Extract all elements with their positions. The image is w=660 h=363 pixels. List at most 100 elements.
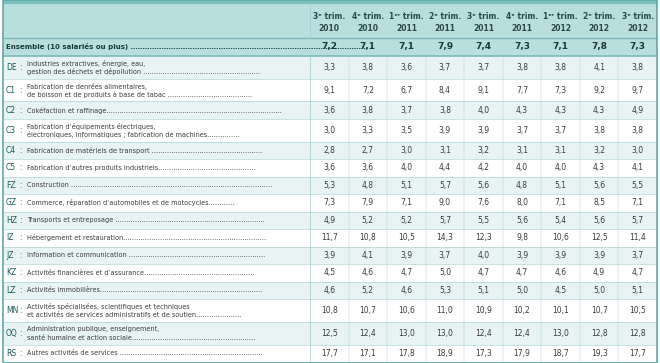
Text: 3,8: 3,8 [439, 106, 451, 115]
Bar [3, 229, 657, 246]
Text: 2011: 2011 [396, 24, 417, 33]
Text: 2010: 2010 [357, 24, 378, 33]
Text: 5,2: 5,2 [362, 286, 374, 295]
Text: 17,3: 17,3 [475, 349, 492, 358]
Text: 5,7: 5,7 [439, 181, 451, 190]
Text: 19,3: 19,3 [591, 349, 608, 358]
Text: 8,0: 8,0 [516, 199, 528, 207]
Text: 4,7: 4,7 [401, 268, 412, 277]
Text: 3,7: 3,7 [401, 106, 412, 115]
Text: :: : [19, 181, 22, 190]
Text: 5,0: 5,0 [439, 268, 451, 277]
Text: 2,7: 2,7 [362, 146, 374, 155]
Text: 11,7: 11,7 [321, 233, 338, 242]
Text: 5,2: 5,2 [362, 216, 374, 225]
Text: 4,9: 4,9 [593, 268, 605, 277]
Text: santé humaine et action sociale…………………………………………………: santé humaine et action sociale………………………… [27, 335, 255, 341]
Text: 4,3: 4,3 [516, 106, 528, 115]
Text: de boisson et de produits à base de tabac …………………………………: de boisson et de produits à base de taba… [27, 91, 252, 98]
Text: 4,8: 4,8 [516, 181, 528, 190]
Text: C1: C1 [6, 86, 16, 95]
Text: 3,9: 3,9 [439, 126, 451, 135]
Text: 4,1: 4,1 [593, 63, 605, 72]
Text: 10,7: 10,7 [591, 306, 608, 315]
Text: 2011: 2011 [473, 24, 494, 33]
Bar [3, 322, 657, 344]
Text: 4,0: 4,0 [477, 106, 490, 115]
Text: Ensemble (10 salariés ou plus) ………………………………………………………………………………………: Ensemble (10 salariés ou plus) ………………………… [6, 44, 366, 50]
Text: Cokéfaction et raffinage………………………………………………………………………: Cokéfaction et raffinage…………………………………………… [27, 107, 282, 114]
Text: 1ᵉʳ trim.: 1ᵉʳ trim. [543, 12, 578, 21]
Text: 4,7: 4,7 [516, 268, 528, 277]
Text: :: : [19, 63, 22, 72]
Text: 17,7: 17,7 [629, 349, 646, 358]
Text: 1ᵉʳ trim.: 1ᵉʳ trim. [389, 12, 424, 21]
Text: 4,3: 4,3 [554, 106, 567, 115]
Text: 10,2: 10,2 [513, 306, 531, 315]
Bar [3, 102, 657, 119]
Text: 7,3: 7,3 [630, 42, 645, 52]
Text: 3,7: 3,7 [516, 126, 528, 135]
Text: Fabrication de denrées alimentaires,: Fabrication de denrées alimentaires, [27, 83, 147, 90]
Text: 5,7: 5,7 [439, 216, 451, 225]
Text: 7,9: 7,9 [437, 42, 453, 52]
Text: 9,1: 9,1 [477, 86, 490, 95]
Text: 4,3: 4,3 [593, 106, 605, 115]
Text: 4ᵉ trim.: 4ᵉ trim. [506, 12, 538, 21]
Text: 3,7: 3,7 [477, 63, 490, 72]
Text: 7,3: 7,3 [514, 42, 530, 52]
Text: 5,6: 5,6 [516, 216, 528, 225]
Text: 7,7: 7,7 [516, 86, 528, 95]
Text: 11,4: 11,4 [630, 233, 646, 242]
Text: 5,0: 5,0 [593, 286, 605, 295]
Bar [3, 282, 657, 299]
Text: 9,1: 9,1 [323, 86, 335, 95]
Bar [3, 212, 657, 229]
Text: GZ: GZ [6, 199, 17, 207]
Text: IZ: IZ [6, 233, 13, 242]
Text: :: : [19, 146, 22, 155]
Text: 3,6: 3,6 [323, 106, 335, 115]
Text: 10,8: 10,8 [360, 233, 376, 242]
Text: 5,1: 5,1 [632, 286, 644, 295]
Text: 4,1: 4,1 [362, 251, 374, 260]
Bar [3, 246, 657, 264]
Text: 3,7: 3,7 [554, 126, 567, 135]
Text: :: : [19, 106, 22, 115]
Text: 7,3: 7,3 [323, 199, 335, 207]
Text: 3,8: 3,8 [554, 63, 567, 72]
Bar [3, 0, 657, 4]
Text: 4,0: 4,0 [516, 163, 528, 172]
Text: DE: DE [6, 63, 16, 72]
Text: 5,1: 5,1 [554, 181, 567, 190]
Text: 3,8: 3,8 [516, 63, 528, 72]
Text: 3,2: 3,2 [593, 146, 605, 155]
Text: 2012: 2012 [627, 24, 648, 33]
Text: 3,5: 3,5 [401, 126, 412, 135]
Text: 4,2: 4,2 [477, 163, 490, 172]
Text: 17,1: 17,1 [360, 349, 376, 358]
Text: C5: C5 [6, 163, 16, 172]
Text: 3,8: 3,8 [632, 63, 644, 72]
Text: 2ᵉ trim.: 2ᵉ trim. [583, 12, 615, 21]
Text: C4: C4 [6, 146, 16, 155]
Text: Activités immobilières…………………………………………………………………: Activités immobilières………………………………………………… [27, 287, 263, 293]
Text: Hébergement et restauration…………………………………………………………: Hébergement et restauration…………………………………… [27, 234, 266, 241]
Text: 4,7: 4,7 [632, 268, 644, 277]
Text: 17,9: 17,9 [513, 349, 531, 358]
Text: 5,4: 5,4 [554, 216, 567, 225]
Text: 3,9: 3,9 [593, 251, 605, 260]
Text: RS: RS [6, 349, 16, 358]
Text: MN: MN [6, 306, 18, 315]
Text: 7,3: 7,3 [554, 86, 567, 95]
Text: C2: C2 [6, 106, 16, 115]
Text: 10,8: 10,8 [321, 306, 338, 315]
Bar [3, 264, 657, 282]
Text: 3ᵉ trim.: 3ᵉ trim. [467, 12, 500, 21]
Text: 4,0: 4,0 [401, 163, 412, 172]
Text: 4,4: 4,4 [439, 163, 451, 172]
Text: 2011: 2011 [434, 24, 455, 33]
Text: 4,9: 4,9 [323, 216, 335, 225]
Text: 3,9: 3,9 [554, 251, 567, 260]
Text: 5,3: 5,3 [439, 286, 451, 295]
